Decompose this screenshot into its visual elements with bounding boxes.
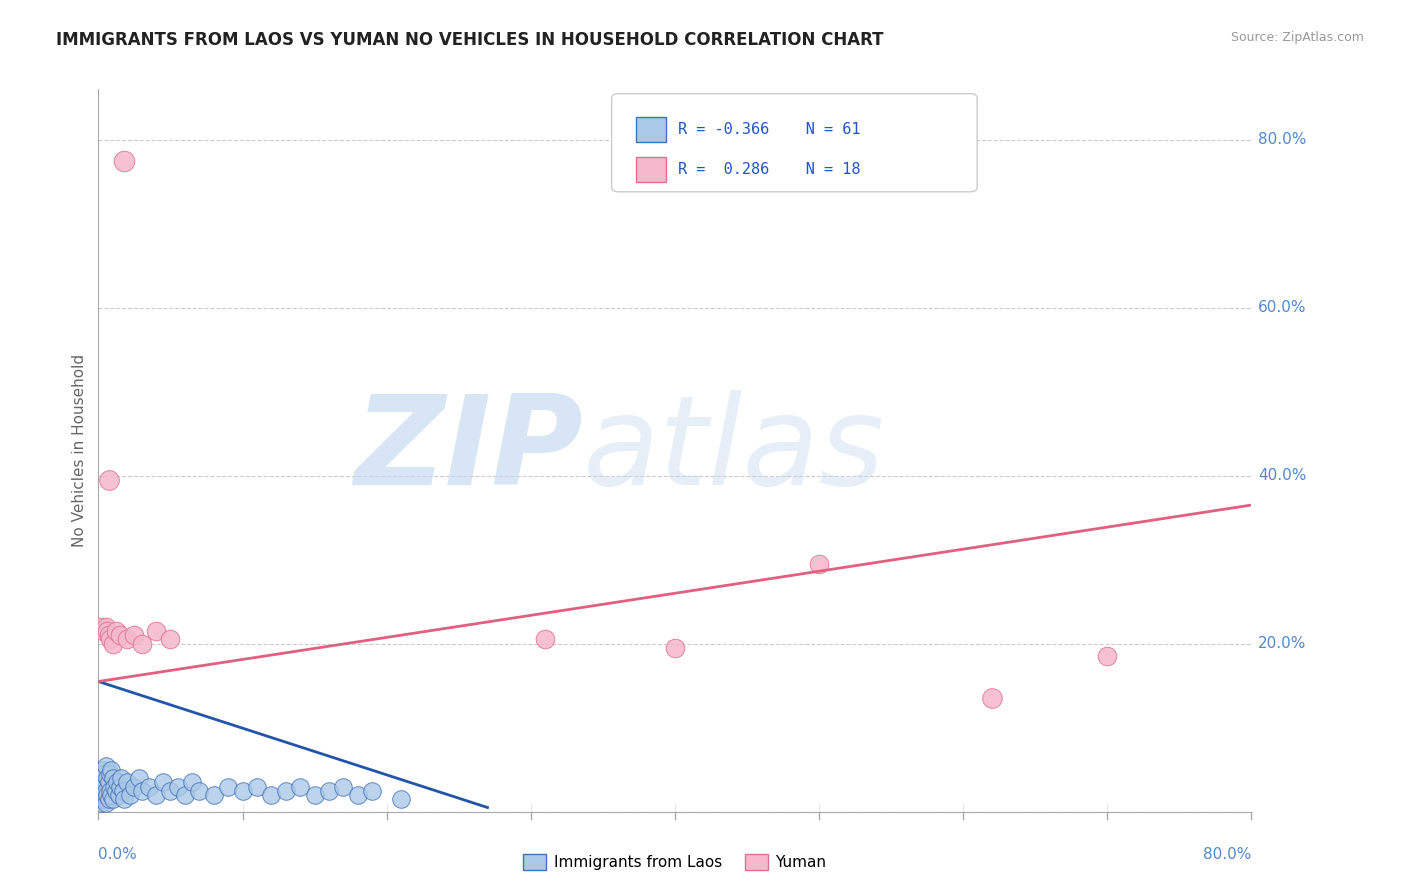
Point — [107, 788, 129, 802]
Point — [90, 620, 112, 634]
Point — [103, 780, 125, 794]
Point — [217, 780, 239, 794]
Point — [111, 783, 134, 797]
Point — [131, 783, 153, 797]
Point — [100, 763, 122, 777]
Text: R = -0.366    N = 61: R = -0.366 N = 61 — [678, 122, 860, 136]
Point — [534, 632, 557, 647]
Point — [332, 780, 354, 794]
Point — [124, 780, 146, 794]
Point — [90, 783, 112, 797]
Legend: Immigrants from Laos, Yuman: Immigrants from Laos, Yuman — [517, 848, 832, 876]
Point — [96, 624, 118, 638]
Point — [246, 780, 269, 794]
Point — [318, 783, 340, 797]
Point — [89, 771, 111, 785]
Point — [101, 771, 124, 785]
Point — [98, 783, 121, 797]
Text: ZIP: ZIP — [354, 390, 582, 511]
Point — [112, 153, 135, 168]
Point — [90, 797, 112, 811]
Point — [96, 788, 118, 802]
Point — [231, 783, 254, 797]
Point — [1097, 649, 1119, 664]
Y-axis label: No Vehicles in Household: No Vehicles in Household — [72, 354, 87, 547]
Point — [98, 767, 121, 781]
Point — [91, 771, 114, 785]
Point — [181, 775, 204, 789]
Text: R =  0.286    N = 18: R = 0.286 N = 18 — [678, 162, 860, 177]
Point — [94, 620, 117, 634]
Point — [97, 473, 120, 487]
Point — [94, 783, 117, 797]
Text: atlas: atlas — [582, 390, 884, 511]
Point — [89, 788, 111, 802]
Point — [128, 771, 150, 785]
Point — [94, 797, 117, 811]
Point — [174, 788, 197, 802]
Point — [389, 792, 412, 806]
Text: IMMIGRANTS FROM LAOS VS YUMAN NO VEHICLES IN HOUSEHOLD CORRELATION CHART: IMMIGRANTS FROM LAOS VS YUMAN NO VEHICLE… — [56, 31, 884, 49]
Point — [105, 775, 128, 789]
Text: 80.0%: 80.0% — [1204, 847, 1251, 863]
Point — [100, 788, 122, 802]
Point — [152, 775, 174, 789]
Point — [664, 640, 686, 655]
Point — [112, 792, 135, 806]
Point — [981, 691, 1004, 706]
Point — [159, 632, 181, 647]
Point — [131, 637, 153, 651]
Point — [93, 775, 115, 789]
Point — [101, 792, 124, 806]
Point — [274, 783, 297, 797]
Point — [104, 624, 127, 638]
Point — [90, 767, 112, 781]
Point — [110, 771, 132, 785]
Point — [97, 628, 120, 642]
Point — [166, 780, 188, 794]
Point — [145, 624, 167, 638]
Point — [91, 763, 114, 777]
Point — [304, 788, 326, 802]
Point — [108, 780, 131, 794]
Point — [97, 792, 120, 806]
Text: 60.0%: 60.0% — [1258, 300, 1306, 315]
Point — [91, 792, 114, 806]
Point — [117, 632, 138, 647]
Point — [91, 780, 114, 794]
Point — [260, 788, 283, 802]
Point — [120, 788, 142, 802]
Point — [124, 628, 146, 642]
Point — [108, 628, 131, 642]
Point — [145, 788, 167, 802]
Point — [807, 557, 830, 571]
Point — [101, 637, 124, 651]
Point — [89, 780, 111, 794]
Point — [96, 771, 118, 785]
Point — [93, 788, 115, 802]
Point — [290, 780, 312, 794]
Point — [159, 783, 181, 797]
Point — [97, 775, 120, 789]
Point — [346, 788, 368, 802]
Point — [94, 758, 117, 772]
Text: 80.0%: 80.0% — [1258, 132, 1306, 147]
Point — [188, 783, 211, 797]
Point — [90, 775, 112, 789]
Point — [91, 624, 114, 638]
Text: Source: ZipAtlas.com: Source: ZipAtlas.com — [1230, 31, 1364, 45]
Point — [104, 783, 127, 797]
Text: 20.0%: 20.0% — [1258, 636, 1306, 651]
Point — [202, 788, 225, 802]
Point — [93, 767, 115, 781]
Point — [138, 780, 160, 794]
Point — [361, 783, 384, 797]
Point — [98, 632, 121, 647]
Point — [117, 775, 138, 789]
Text: 40.0%: 40.0% — [1258, 468, 1306, 483]
Text: 0.0%: 0.0% — [98, 847, 138, 863]
